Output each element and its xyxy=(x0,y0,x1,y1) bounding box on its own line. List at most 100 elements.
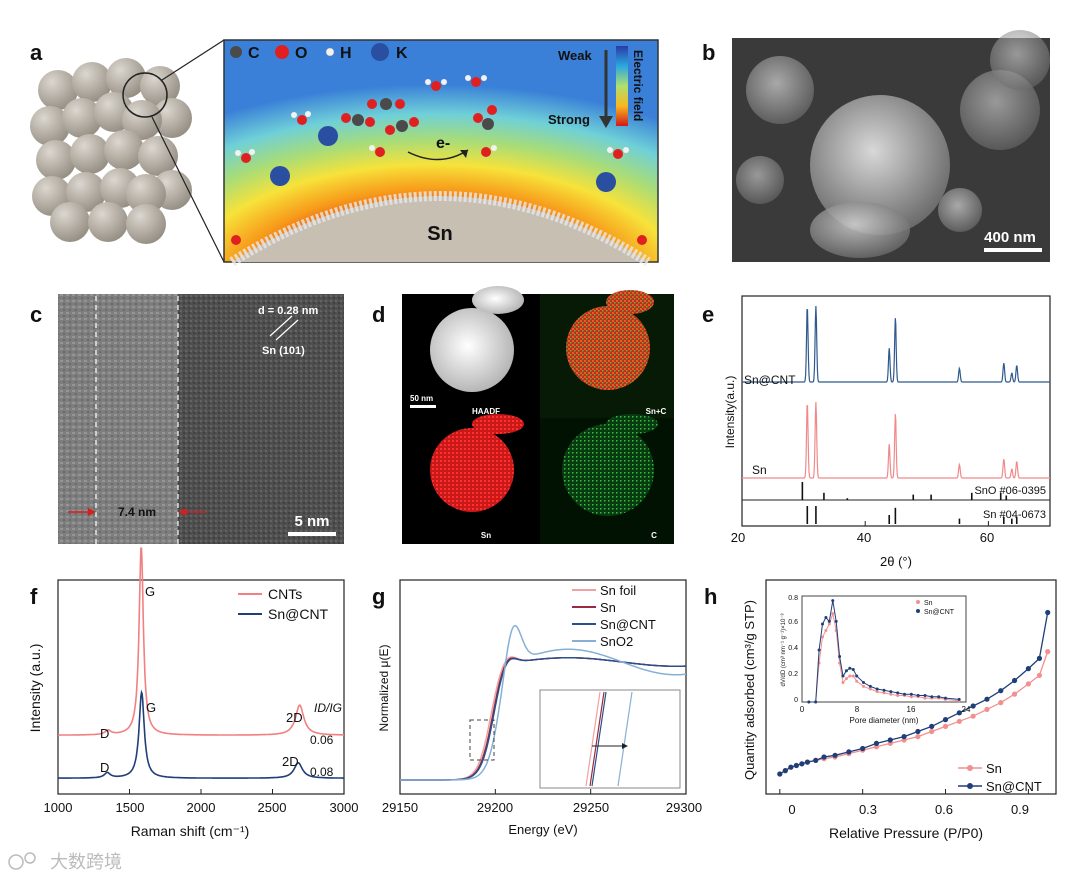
pore-point-1-18 xyxy=(889,690,893,694)
xanes-tick-1: 29200 xyxy=(477,800,513,815)
bet-point-1-3 xyxy=(793,762,799,769)
raman-series-0 xyxy=(58,547,344,736)
pore-point-0-12 xyxy=(851,674,855,678)
pore-xtick-1: 8 xyxy=(855,705,860,714)
xanes-legend-snfoil: Sn foil xyxy=(600,583,636,598)
bet-point-1-8 xyxy=(832,752,838,758)
raman-tick-4: 3000 xyxy=(330,800,359,815)
pore-ytick-3: 0.6 xyxy=(788,619,798,626)
raman-plot xyxy=(57,547,345,794)
tem-scale-bar: 5 nm xyxy=(294,513,329,530)
xanes-inset xyxy=(539,689,681,789)
strong-label: Strong xyxy=(548,112,590,127)
bet-point-1-21 xyxy=(1011,677,1018,684)
xrd-frame xyxy=(741,295,1051,527)
watermark: 大数跨境 xyxy=(8,852,122,873)
pore-point-1-5 xyxy=(827,619,831,623)
xrd-tick-0: 20 xyxy=(731,530,745,545)
xrd-ylabel: Intensity(a.u.) xyxy=(723,376,737,449)
xanes-plot xyxy=(399,624,687,794)
bet-point-1-24 xyxy=(1045,609,1051,616)
watermark-text: 大数跨境 xyxy=(50,852,122,873)
bet-point-0-19 xyxy=(984,706,990,713)
pore-point-0-23 xyxy=(923,696,927,700)
pore-point-1-7 xyxy=(834,619,838,623)
bet-point-1-1 xyxy=(782,768,788,774)
bet-point-1-18 xyxy=(970,703,976,709)
bet-point-1-20 xyxy=(998,688,1004,694)
xrd-tick-2: 60 xyxy=(980,530,994,545)
panel-a: a xyxy=(30,39,659,267)
xrd-ref-label-sn: Sn #04-0673 xyxy=(983,509,1046,521)
xanes-frame xyxy=(399,579,687,795)
pore-point-0-3 xyxy=(821,635,824,639)
bet-point-0-22 xyxy=(1025,681,1031,687)
bet-point-1-16 xyxy=(942,717,949,723)
shell-thickness: 7.4 nm xyxy=(118,505,156,519)
bet-point-1-11 xyxy=(873,740,880,747)
pore-ylabel: dV/dD (cm³ nm⁻¹ g⁻¹)×10⁻³ xyxy=(781,613,787,686)
panel-label-h: h xyxy=(704,584,717,609)
pore-point-0-13 xyxy=(855,679,859,683)
bet-point-1-10 xyxy=(860,745,866,752)
pore-ytick-1: 0.2 xyxy=(788,671,798,678)
bet-point-1-17 xyxy=(956,710,962,716)
pore-point-0-19 xyxy=(896,694,900,697)
zoom-box xyxy=(469,719,495,761)
pore-point-1-19 xyxy=(896,691,900,695)
pore-point-1-26 xyxy=(944,696,947,700)
raman-2d-label-top: 2D xyxy=(286,710,303,725)
pore-point-1-3 xyxy=(821,622,824,626)
raman-2d-label-bottom: 2D xyxy=(282,754,299,769)
xanes-series-3 xyxy=(400,624,687,781)
pore-point-1-8 xyxy=(838,655,842,658)
pore-point-1-17 xyxy=(882,688,886,692)
electron-label: e- xyxy=(436,135,450,152)
xanes-legend-sn: Sn xyxy=(600,600,616,615)
pore-point-1-21 xyxy=(909,692,913,696)
bet-point-1-4 xyxy=(799,761,805,767)
pore-point-1-13 xyxy=(855,674,859,678)
cnt-layer xyxy=(229,191,651,267)
bet-tick-0: 0 xyxy=(788,802,795,817)
raman-tick-0: 1000 xyxy=(44,800,73,815)
pore-legend-sncnt: Sn@CNT xyxy=(924,609,955,616)
panel-label-a: a xyxy=(30,40,43,65)
sphere-cluster xyxy=(30,58,192,244)
pore-ytick-2: 0.4 xyxy=(788,645,798,652)
bet-point-0-16 xyxy=(942,723,949,730)
pore-point-1-23 xyxy=(923,694,927,697)
pore-point-1-16 xyxy=(875,687,879,691)
bet-frame xyxy=(765,579,1057,795)
bet-point-1-14 xyxy=(915,728,921,735)
atom-legend: C O H K xyxy=(230,43,408,62)
legend-c: C xyxy=(248,45,260,62)
raman-ratio-cnts: 0.06 xyxy=(310,733,334,747)
tile-label-c: C xyxy=(651,531,657,540)
pore-xlabel: Pore diameter (nm) xyxy=(850,716,919,725)
d-scale-bar: 50 nm xyxy=(410,394,433,403)
bet-ylabel: Quantity adsorbed (cm³/g STP) xyxy=(742,600,757,780)
pore-plot xyxy=(807,599,961,704)
xrd-ref-label-sno: SnO #06-0395 xyxy=(974,485,1046,497)
pore-point-1-2 xyxy=(817,648,821,652)
xrd-series-1 xyxy=(742,401,1050,479)
raman-ratio-label: ID/IG xyxy=(314,701,342,715)
pore-ytick-0: 0 xyxy=(794,697,798,704)
pore-point-1-4 xyxy=(824,616,828,619)
weak-label: Weak xyxy=(558,48,592,63)
lattice-plane: Sn (101) xyxy=(262,345,305,357)
bet-point-1-23 xyxy=(1036,655,1043,662)
panel-c: c d = 0.28 nm Sn (101) 7.4 nm 5 nm xyxy=(30,294,344,544)
field-label: Electric field xyxy=(631,50,645,121)
pore-point-1-12 xyxy=(851,668,855,671)
pore-point-0-10 xyxy=(844,677,848,681)
bet-point-0-20 xyxy=(998,700,1004,706)
colorbar xyxy=(616,46,628,126)
d-spacing: d = 0.28 nm xyxy=(258,305,318,317)
panel-d: d 50 nm HAADF Sn+C Sn C xyxy=(372,286,674,544)
bet-legend-sncnt: Sn@CNT xyxy=(986,779,1042,794)
bet-point-0-18 xyxy=(970,713,976,719)
xrd-xlabel: 2θ (°) xyxy=(880,554,912,569)
tile-label-sn: Sn xyxy=(481,531,491,540)
